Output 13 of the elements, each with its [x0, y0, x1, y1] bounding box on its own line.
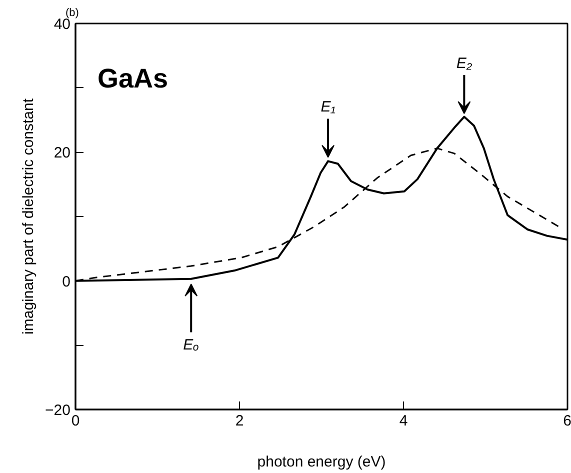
annotation: E₂ [456, 54, 472, 72]
x-axis-title: photon energy (eV) [257, 454, 386, 470]
chart-title: (b) [66, 7, 79, 19]
y-tick-label: −20 [45, 402, 71, 419]
y-axis-title: imaginary part of dielectric constant [20, 98, 38, 334]
y-tick-label: 0 [62, 273, 70, 290]
annotation: Eₒ [183, 336, 200, 354]
annotation: E₁ [320, 98, 336, 116]
x-tick-label: 4 [399, 412, 408, 430]
annotation: GaAs [98, 64, 168, 94]
x-tick-label: 6 [563, 412, 571, 430]
y-tick-label: 20 [54, 144, 71, 162]
x-tick-label: 2 [235, 412, 244, 430]
